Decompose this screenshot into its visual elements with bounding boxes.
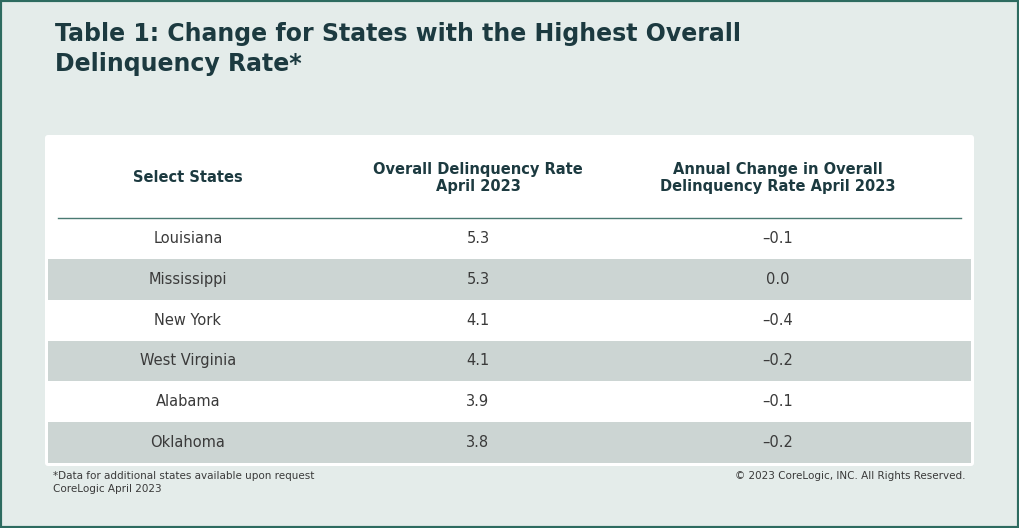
Text: –0.2: –0.2 <box>762 435 794 450</box>
Text: 5.3: 5.3 <box>467 272 489 287</box>
Text: –0.1: –0.1 <box>762 394 794 409</box>
Text: –0.1: –0.1 <box>762 231 794 246</box>
Text: © 2023 CoreLogic, INC. All Rights Reserved.: © 2023 CoreLogic, INC. All Rights Reserv… <box>736 471 966 481</box>
Bar <box>48 259 971 300</box>
Text: Oklahoma: Oklahoma <box>151 435 225 450</box>
Text: 3.9: 3.9 <box>467 394 489 409</box>
Text: Alabama: Alabama <box>156 394 220 409</box>
Text: –0.2: –0.2 <box>762 353 794 369</box>
Text: 5.3: 5.3 <box>467 231 489 246</box>
Text: West Virginia: West Virginia <box>140 353 236 369</box>
Text: New York: New York <box>155 313 221 327</box>
Text: 3.8: 3.8 <box>467 435 489 450</box>
Bar <box>48 422 971 463</box>
Text: 0.0: 0.0 <box>766 272 790 287</box>
Text: Delinquency Rate*: Delinquency Rate* <box>55 52 302 76</box>
Text: Mississippi: Mississippi <box>149 272 227 287</box>
Text: Table 1: Change for States with the Highest Overall: Table 1: Change for States with the High… <box>55 22 741 46</box>
Text: 4.1: 4.1 <box>467 313 489 327</box>
Text: *Data for additional states available upon request
CoreLogic April 2023: *Data for additional states available up… <box>53 471 315 494</box>
Text: Overall Delinquency Rate
April 2023: Overall Delinquency Rate April 2023 <box>373 162 583 194</box>
Bar <box>48 341 971 381</box>
Text: 4.1: 4.1 <box>467 353 489 369</box>
Text: –0.4: –0.4 <box>762 313 794 327</box>
Text: Annual Change in Overall
Delinquency Rate April 2023: Annual Change in Overall Delinquency Rat… <box>660 162 896 194</box>
Text: Louisiana: Louisiana <box>153 231 223 246</box>
Text: Select States: Select States <box>133 171 243 185</box>
FancyBboxPatch shape <box>45 135 974 466</box>
